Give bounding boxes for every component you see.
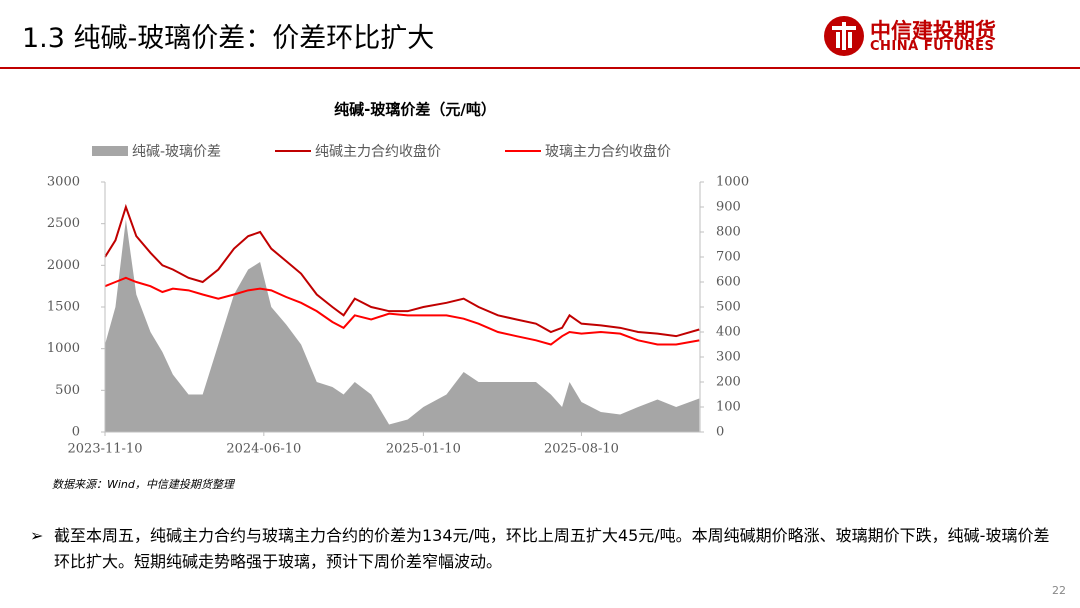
y2-tick-label: 300 [716,350,741,365]
y2-tick-label: 900 [716,200,741,215]
legend-label: 纯碱主力合约收盘价 [315,143,441,160]
legend-label: 玻璃主力合约收盘价 [545,143,671,160]
spread-area [105,219,700,432]
y2-tick-label: 1000 [716,175,749,190]
y-tick-label: 500 [55,383,80,398]
page-number: 22 [1052,584,1066,597]
y-tick-label: 2500 [47,216,80,231]
y2-tick-label: 200 [716,375,741,390]
y2-tick-label: 100 [716,400,741,415]
y2-tick-label: 800 [716,225,741,240]
bullet-text: 截至本周五，纯碱主力合约与玻璃主力合约的价差为134元/吨，环比上周五扩大45元… [30,523,1060,575]
x-tick-label: 2025-08-10 [544,442,619,457]
legend-label: 纯碱-玻璃价差 [132,143,221,160]
price-line [104,276,700,346]
y2-tick-label: 0 [716,425,724,440]
slide-title: 1.3 纯碱-玻璃价差：价差环比扩大 [22,23,435,54]
chart: 纯碱-玻璃价差（元/吨） 0 500 1000 1500 2000 2500 3000 0 10… [47,101,749,457]
y-tick-label: 2000 [47,258,80,273]
y2-tick-label: 500 [716,300,741,315]
logo-mark [824,16,864,56]
y-tick-label: 1500 [47,300,80,315]
x-tick-label: 2025-01-10 [386,442,461,457]
x-tick-label: 2023-11-10 [68,442,143,457]
logo-text: 中信建投期货 [870,19,996,43]
legend-swatch [92,146,128,156]
price-line [104,203,700,338]
header-rule [0,67,1080,69]
x-tick-label: 2024-06-10 [226,442,301,457]
y-tick-label: 0 [72,425,80,440]
y-tick-label: 3000 [47,175,80,190]
y2-tick-label: 700 [716,250,741,265]
y2-tick-label: 400 [716,325,741,340]
logo-text-en: CHINA FUTURES [870,39,995,54]
chart-title: 纯碱-玻璃价差（元/吨） [334,101,496,119]
y2-tick-label: 600 [716,275,741,290]
source-note: 数据来源：Wind，中信建投期货整理 [52,478,234,491]
y-tick-label: 1000 [47,341,80,356]
